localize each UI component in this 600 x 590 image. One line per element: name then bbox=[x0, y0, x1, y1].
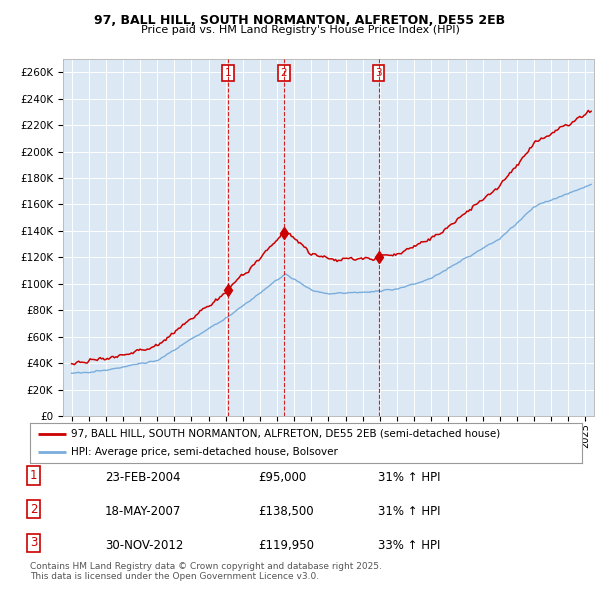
Text: 1: 1 bbox=[30, 469, 37, 482]
Text: 97, BALL HILL, SOUTH NORMANTON, ALFRETON, DE55 2EB: 97, BALL HILL, SOUTH NORMANTON, ALFRETON… bbox=[94, 14, 506, 27]
Text: 30-NOV-2012: 30-NOV-2012 bbox=[105, 539, 184, 552]
Text: 3: 3 bbox=[375, 68, 382, 78]
Text: Price paid vs. HM Land Registry's House Price Index (HPI): Price paid vs. HM Land Registry's House … bbox=[140, 25, 460, 35]
Text: HPI: Average price, semi-detached house, Bolsover: HPI: Average price, semi-detached house,… bbox=[71, 447, 338, 457]
Text: 18-MAY-2007: 18-MAY-2007 bbox=[105, 505, 181, 518]
Text: 3: 3 bbox=[30, 536, 37, 549]
Text: £138,500: £138,500 bbox=[258, 505, 314, 518]
Text: Contains HM Land Registry data © Crown copyright and database right 2025.
This d: Contains HM Land Registry data © Crown c… bbox=[30, 562, 382, 581]
Text: £119,950: £119,950 bbox=[258, 539, 314, 552]
Text: 23-FEB-2004: 23-FEB-2004 bbox=[105, 471, 181, 484]
Text: 31% ↑ HPI: 31% ↑ HPI bbox=[378, 471, 440, 484]
Text: 2: 2 bbox=[30, 503, 37, 516]
Text: £95,000: £95,000 bbox=[258, 471, 306, 484]
Text: 31% ↑ HPI: 31% ↑ HPI bbox=[378, 505, 440, 518]
Text: 2: 2 bbox=[280, 68, 287, 78]
Text: 33% ↑ HPI: 33% ↑ HPI bbox=[378, 539, 440, 552]
Text: 97, BALL HILL, SOUTH NORMANTON, ALFRETON, DE55 2EB (semi-detached house): 97, BALL HILL, SOUTH NORMANTON, ALFRETON… bbox=[71, 429, 500, 439]
Text: 1: 1 bbox=[224, 68, 231, 78]
